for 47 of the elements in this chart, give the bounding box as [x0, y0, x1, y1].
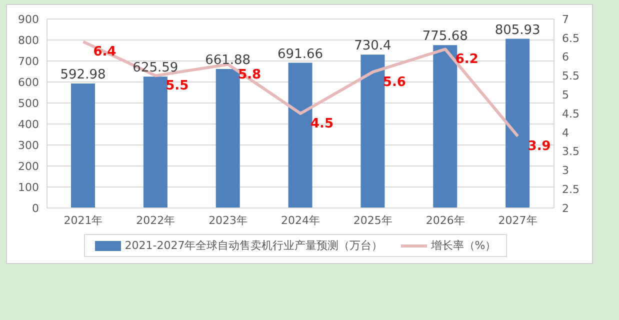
bar [143, 76, 168, 208]
y2-tick-label: 2 [562, 202, 569, 215]
y-tick-label: 800 [18, 34, 39, 47]
y2-tick-label: 2.5 [562, 183, 580, 196]
y2-tick-label: 3.5 [562, 145, 580, 158]
data-label: 775.68 [422, 29, 468, 44]
y2-tick-label: 4 [562, 126, 569, 140]
y2-tick-label: 5 [562, 88, 569, 102]
x-tick-label: 2025年 [353, 214, 392, 227]
x-tick-label: 2027年 [498, 214, 538, 227]
data-label: 625.59 [132, 60, 178, 76]
bar [506, 38, 530, 208]
y-tick-label: 400 [18, 118, 39, 131]
y-tick-label: 600 [18, 76, 39, 89]
y2-tick-label: 6.5 [562, 32, 580, 45]
x-tick-label: 2023年 [208, 214, 248, 227]
y-tick-label: 200 [18, 160, 39, 173]
y-tick-label: 100 [18, 180, 39, 194]
x-tick-label: 2021年 [64, 214, 103, 227]
y-tick-label: 0 [32, 202, 39, 215]
y2-tick-label: 4.5 [562, 107, 580, 120]
y2-tick-label: 6 [562, 50, 569, 64]
legend-label: 2021-2027年全球自动售卖机行业产量预测（万台） [124, 238, 383, 253]
y-tick-label: 500 [18, 96, 39, 110]
data-label: 6.2 [455, 52, 478, 68]
y2-tick-label: 7 [562, 12, 569, 26]
bar [360, 54, 385, 208]
data-label: 805.93 [494, 22, 540, 38]
y-tick-label: 300 [18, 138, 39, 152]
y2-tick-label: 3 [562, 164, 569, 178]
x-tick-label: 2024年 [281, 214, 320, 227]
legend-label: 增长率（%） [430, 238, 496, 253]
x-tick-label: 2022年 [136, 214, 176, 227]
data-label: 5.8 [238, 67, 262, 82]
data-label: 730.4 [354, 38, 392, 54]
x-tick-label: 2026年 [426, 214, 465, 227]
y-tick-label: 700 [18, 54, 39, 68]
y-tick-label: 900 [18, 12, 39, 26]
data-label: 661.88 [205, 53, 251, 68]
y2-tick-label: 5.5 [562, 70, 580, 83]
data-label: 691.66 [278, 46, 324, 62]
bar [216, 69, 240, 208]
data-label: 592.98 [60, 67, 106, 82]
bar [433, 45, 458, 208]
data-label: 6.4 [93, 44, 116, 60]
bar [71, 83, 95, 208]
bar [288, 62, 312, 208]
